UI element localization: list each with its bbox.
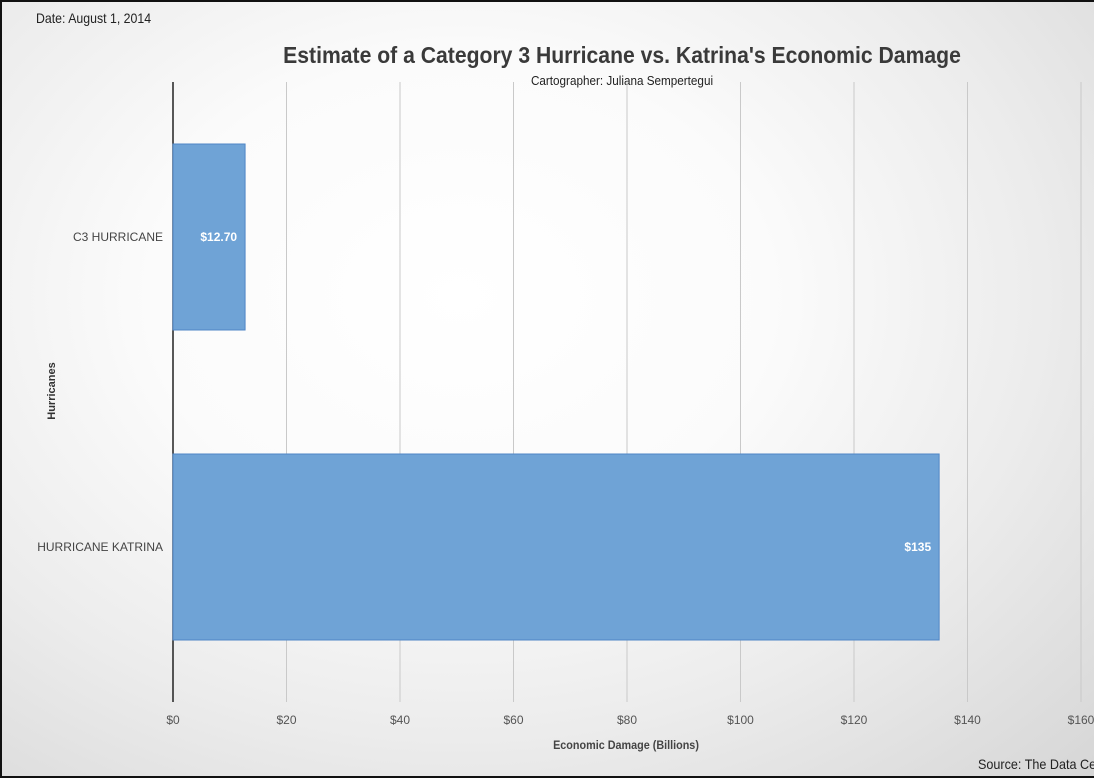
chart-subtitle: Cartographer: Juliana Sempertegui <box>530 73 714 88</box>
x-tick-label: $140 <box>954 713 981 727</box>
category-label: HURRICANE KATRINA <box>37 540 163 554</box>
x-tick-label: $20 <box>276 713 296 727</box>
data-label: $12.70 <box>200 230 237 244</box>
y-axis-title: Hurricanes <box>46 362 58 420</box>
category-label: C3 HURRICANE <box>73 230 163 244</box>
x-tick-label: $40 <box>390 713 410 727</box>
x-axis-title: Economic Damage (Billions) <box>553 738 699 752</box>
bar <box>172 453 940 641</box>
x-tick-label: $100 <box>727 713 754 727</box>
source-label: Source: The Data Ce <box>978 756 1094 772</box>
x-tick-label: $80 <box>617 713 637 727</box>
x-tick-label: $60 <box>503 713 523 727</box>
bar <box>172 143 246 331</box>
x-tick-label: $160 <box>1068 713 1094 727</box>
chart-title: Estimate of a Category 3 Hurricane vs. K… <box>283 42 961 68</box>
data-label: $135 <box>904 540 931 554</box>
date-label: Date: August 1, 2014 <box>36 10 152 26</box>
x-tick-label: $0 <box>166 713 180 727</box>
x-tick-label: $120 <box>841 713 868 727</box>
